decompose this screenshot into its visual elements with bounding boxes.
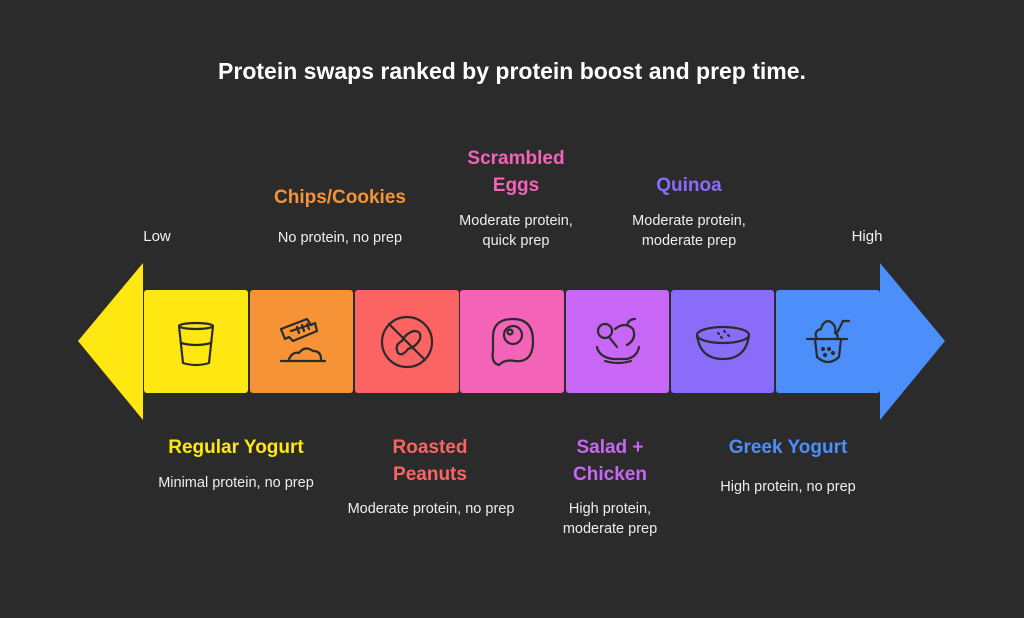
desc-quinoa: Moderate protein, moderate prep [632, 213, 746, 249]
right-arrowhead [880, 263, 945, 420]
desc-regular-yogurt: Minimal protein, no prep [158, 475, 314, 491]
label-salad-chicken: Salad + Chicken [573, 437, 647, 485]
label-quinoa: Quinoa [656, 175, 722, 196]
chips-icon [279, 317, 326, 362]
egg-icon [491, 317, 535, 366]
desc-salad-chicken: High protein, moderate prep [562, 501, 658, 537]
glass-icon [177, 321, 215, 366]
step-greek-yogurt [776, 290, 880, 393]
step-scrambled-eggs [460, 290, 564, 393]
desc-chips-cookies: No protein, no prep [277, 230, 403, 246]
step-salad-chicken [566, 290, 669, 393]
step-chips-cookies [250, 290, 353, 393]
scale-low-label: Low [143, 228, 171, 245]
label-regular-yogurt: Regular Yogurt [168, 437, 304, 458]
parfait-icon [805, 319, 851, 363]
bowl-icon [695, 325, 750, 360]
step-regular-yogurt [144, 290, 248, 393]
label-chips-cookies: Chips/Cookies [274, 187, 406, 208]
step-roasted-peanuts [355, 290, 459, 393]
desc-roasted-peanuts: Moderate protein, no prep [347, 501, 515, 517]
page-title: Protein swaps ranked by protein boost an… [218, 58, 806, 84]
chicken-salad-icon [595, 317, 640, 364]
step-quinoa [671, 290, 774, 393]
no-peanut-icon [380, 315, 434, 368]
left-arrowhead [78, 263, 143, 420]
label-scrambled-eggs: Scrambled Eggs [467, 148, 565, 196]
label-greek-yogurt: Greek Yogurt [728, 437, 848, 458]
scale-high-label: High [851, 228, 883, 245]
label-roasted-peanuts: Roasted Peanuts [392, 437, 468, 485]
desc-greek-yogurt: High protein, no prep [720, 479, 856, 495]
desc-scrambled-eggs: Moderate protein, quick prep [459, 213, 573, 249]
